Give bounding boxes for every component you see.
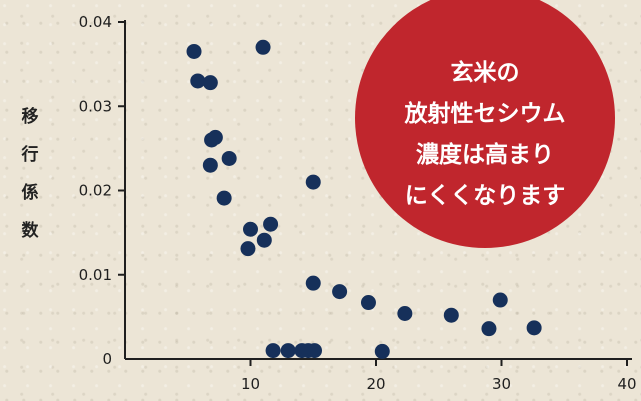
data-point bbox=[202, 75, 218, 91]
data-point bbox=[221, 150, 237, 166]
callout-line-4: にくくなります bbox=[405, 183, 566, 209]
data-point bbox=[374, 343, 390, 359]
data-point bbox=[207, 129, 223, 145]
data-points bbox=[186, 39, 542, 359]
data-point bbox=[280, 343, 296, 359]
data-point bbox=[305, 174, 321, 190]
data-point bbox=[481, 321, 497, 337]
data-point bbox=[526, 320, 542, 336]
y-tick-label: 0.01 bbox=[79, 266, 112, 284]
callout-circle bbox=[355, 0, 615, 248]
data-point bbox=[186, 43, 202, 59]
data-point bbox=[256, 232, 272, 248]
data-point bbox=[265, 343, 281, 359]
y-tick-label: 0 bbox=[102, 350, 112, 368]
data-point bbox=[216, 190, 232, 206]
data-point bbox=[202, 157, 218, 173]
y-tick-label: 0.02 bbox=[79, 182, 112, 200]
callout-badge: 玄米の 放射性セシウム 濃度は高まり にくくなります bbox=[355, 0, 615, 248]
y-axis-label-char: 係 bbox=[22, 182, 39, 203]
data-point bbox=[255, 39, 271, 55]
y-axis-label-char: 移 bbox=[22, 106, 39, 127]
x-tick-label: 30 bbox=[492, 375, 511, 393]
data-point bbox=[360, 295, 376, 311]
data-point bbox=[492, 292, 508, 308]
callout-line-2: 放射性セシウム bbox=[404, 100, 566, 127]
callout-line-1: 玄米の bbox=[451, 59, 520, 86]
data-point bbox=[243, 221, 258, 237]
data-point bbox=[240, 241, 256, 257]
data-point bbox=[332, 284, 348, 300]
x-tick-label: 10 bbox=[241, 375, 260, 393]
data-point bbox=[443, 307, 459, 323]
data-point bbox=[190, 73, 206, 89]
y-axis-label-char: 数 bbox=[22, 220, 40, 241]
axes: 0 0.01 0.02 0.03 0.04 10 20 30 40 bbox=[79, 13, 637, 393]
x-tick-label: 20 bbox=[366, 375, 385, 393]
y-axis-label-char: 行 bbox=[21, 144, 39, 165]
y-tick-label: 0.04 bbox=[79, 13, 112, 31]
data-point bbox=[397, 306, 413, 322]
callout-line-3: 濃度は高まり bbox=[416, 141, 554, 168]
data-point bbox=[307, 343, 323, 359]
data-point bbox=[263, 216, 279, 232]
x-tick-label: 40 bbox=[617, 375, 636, 393]
data-point bbox=[305, 275, 321, 291]
y-tick-label: 0.03 bbox=[79, 97, 112, 115]
